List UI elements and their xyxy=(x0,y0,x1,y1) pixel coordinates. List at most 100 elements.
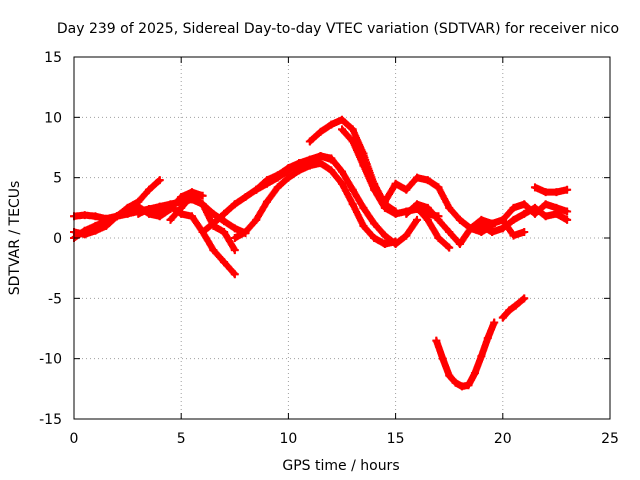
data-point xyxy=(241,227,250,236)
data-point xyxy=(145,205,154,214)
data-point xyxy=(432,336,441,345)
data-point xyxy=(166,202,175,211)
data-point xyxy=(338,115,346,124)
x-tick-label: 0 xyxy=(70,431,79,447)
data-point xyxy=(305,156,314,165)
data-point xyxy=(295,159,304,168)
data-series xyxy=(70,115,572,391)
data-point xyxy=(91,212,100,221)
data-point xyxy=(520,294,529,303)
data-point xyxy=(198,191,207,200)
data-point xyxy=(483,334,492,343)
data-point xyxy=(220,227,229,236)
series-arc-5 xyxy=(166,191,239,255)
data-point xyxy=(563,185,572,194)
data-point xyxy=(284,164,293,173)
data-point xyxy=(391,240,400,249)
data-point xyxy=(327,154,336,163)
data-point xyxy=(91,226,100,235)
data-point xyxy=(552,203,561,212)
series-arc-18 xyxy=(498,294,529,322)
data-point xyxy=(177,203,186,212)
data-point xyxy=(241,192,250,201)
data-point xyxy=(530,183,539,192)
data-point xyxy=(198,227,207,236)
data-point xyxy=(370,219,379,228)
data-point xyxy=(359,221,368,230)
data-point xyxy=(509,231,518,240)
data-point xyxy=(391,209,400,218)
data-point xyxy=(498,224,507,233)
data-point xyxy=(445,243,454,252)
data-point xyxy=(413,215,422,224)
grid-lines xyxy=(74,57,610,419)
data-point xyxy=(230,224,239,233)
data-point xyxy=(413,203,422,212)
data-point xyxy=(402,185,411,194)
data-point xyxy=(316,151,325,160)
data-point xyxy=(348,200,357,209)
data-point xyxy=(380,197,389,206)
data-point xyxy=(187,191,196,200)
x-tick-label: 5 xyxy=(177,431,186,447)
data-point xyxy=(423,215,432,224)
y-tick-label: -10 xyxy=(39,352,62,368)
data-point xyxy=(445,203,454,212)
data-point xyxy=(230,270,239,279)
y-tick-label: 15 xyxy=(44,50,62,66)
data-point xyxy=(338,179,346,188)
series-arc-7 xyxy=(230,159,400,249)
data-point xyxy=(112,212,121,221)
data-point xyxy=(316,127,325,136)
data-point xyxy=(445,371,454,380)
data-point xyxy=(123,205,132,214)
data-point xyxy=(80,230,89,239)
y-axis-label: SDTVAR / TECUs xyxy=(7,181,23,296)
data-point xyxy=(134,202,143,211)
data-point xyxy=(348,185,357,194)
chart-title: Day 239 of 2025, Sidereal Day-to-day VTE… xyxy=(57,21,619,37)
data-point xyxy=(252,185,261,194)
data-point xyxy=(530,209,539,218)
data-point xyxy=(305,137,314,146)
data-point xyxy=(370,185,379,194)
x-tick-label: 15 xyxy=(387,431,405,447)
data-point xyxy=(155,176,164,185)
series-arc-11 xyxy=(380,173,497,236)
data-point xyxy=(445,227,454,236)
series-arc-16 xyxy=(530,183,572,197)
data-point xyxy=(391,179,400,188)
axis-ticks xyxy=(73,56,611,420)
data-point xyxy=(451,378,460,387)
data-point xyxy=(327,120,336,129)
y-tick-label: 10 xyxy=(44,110,62,126)
data-point xyxy=(166,215,175,224)
data-point xyxy=(252,215,261,224)
data-point xyxy=(438,354,447,363)
data-point xyxy=(458,382,467,391)
data-point xyxy=(509,203,518,212)
data-point xyxy=(220,209,229,218)
data-point xyxy=(370,234,379,242)
data-point xyxy=(316,159,325,168)
data-point xyxy=(380,231,389,240)
data-point xyxy=(134,209,143,218)
y-tick-label: 5 xyxy=(53,171,62,187)
data-point xyxy=(338,125,346,134)
x-tick-label: 10 xyxy=(279,431,297,447)
data-point xyxy=(498,313,507,322)
data-point xyxy=(145,185,154,194)
data-point xyxy=(563,215,572,224)
x-tick-label: 25 xyxy=(601,431,619,447)
data-point xyxy=(434,183,443,192)
data-point xyxy=(511,301,520,310)
data-point xyxy=(509,215,518,224)
data-point xyxy=(541,200,550,209)
data-point xyxy=(402,231,411,240)
data-point xyxy=(359,161,368,170)
series-arc-13 xyxy=(413,203,454,252)
data-point xyxy=(209,219,218,228)
data-point xyxy=(470,369,479,378)
data-point xyxy=(273,183,282,192)
data-point xyxy=(262,197,271,206)
